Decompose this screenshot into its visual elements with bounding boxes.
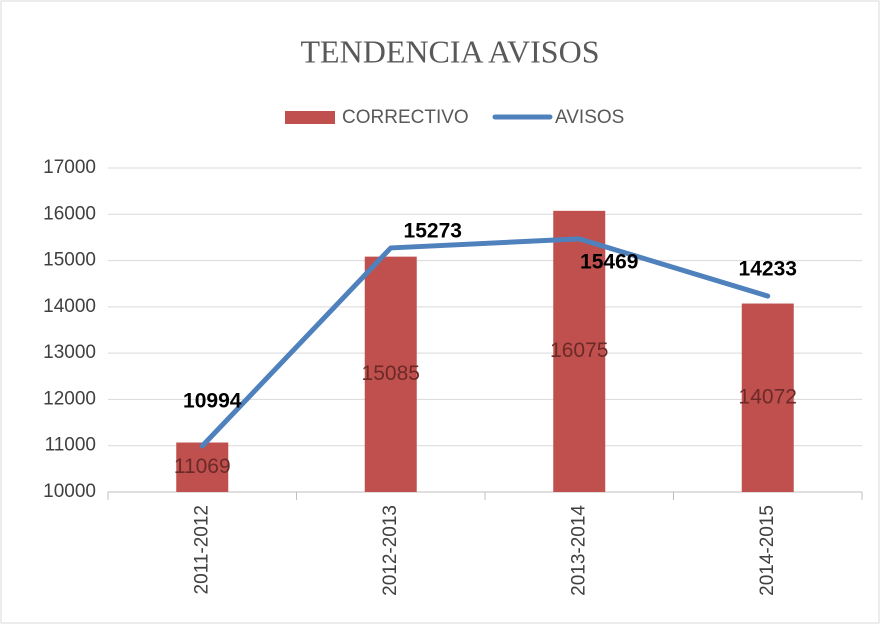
x-tick-label: 2011-2012 — [191, 505, 212, 594]
y-tick-label: 16000 — [43, 203, 96, 224]
x-tick-label: 2014-2015 — [757, 505, 778, 596]
bar — [364, 256, 417, 492]
legend-label: AVISOS — [555, 107, 624, 128]
data-label: 11069 — [174, 455, 231, 478]
legend-swatch — [285, 111, 335, 124]
data-label: 16075 — [550, 339, 608, 362]
x-tick-label: 2013-2014 — [568, 505, 589, 596]
data-label: 14072 — [739, 385, 797, 408]
bar — [553, 210, 606, 493]
legend-label: CORRECTIVO — [342, 107, 469, 128]
y-tick-label: 17000 — [43, 157, 96, 178]
y-tick-label: 11000 — [45, 435, 96, 456]
data-label: 15273 — [404, 219, 462, 242]
data-label: 15469 — [580, 250, 638, 273]
bar — [176, 442, 229, 492]
x-tick-label: 2012-2013 — [380, 505, 401, 596]
line — [199, 236, 771, 449]
y-tick-label: 13000 — [43, 342, 96, 363]
chart-title: TENDENCIA AVISOS — [301, 33, 600, 69]
y-tick-label: 12000 — [43, 388, 96, 409]
y-tick-label: 15000 — [43, 250, 96, 271]
data-label: 14233 — [739, 258, 797, 281]
bar — [741, 303, 794, 492]
y-tick-label: 10000 — [43, 481, 96, 502]
data-label: 15085 — [362, 362, 420, 385]
data-label: 10994 — [183, 390, 242, 413]
y-tick-label: 14000 — [43, 296, 96, 317]
